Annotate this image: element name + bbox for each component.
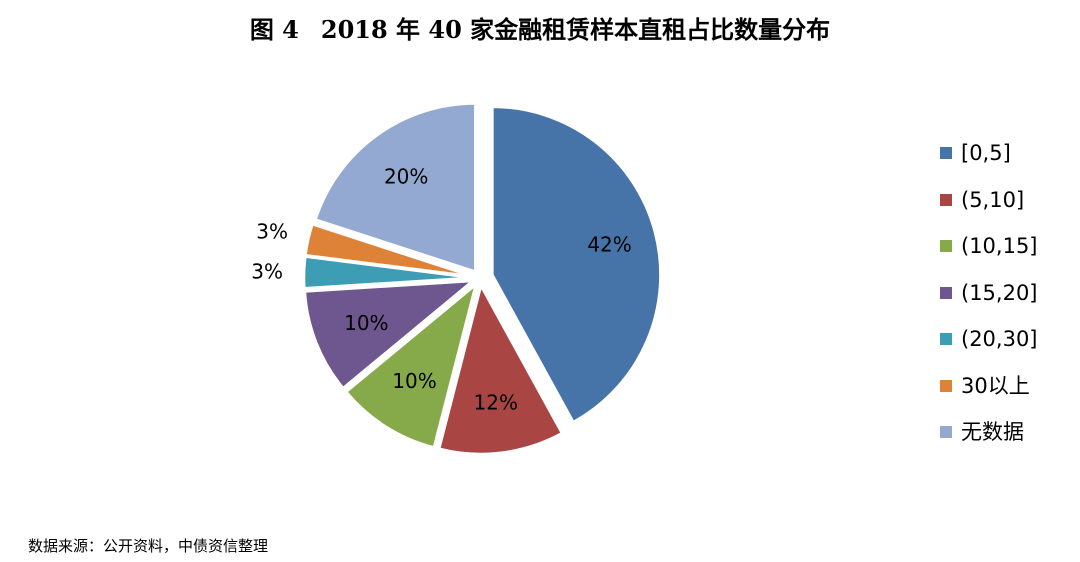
- pie-slice-3: [303, 279, 477, 390]
- legend-item-2: (10,15]: [940, 231, 1038, 261]
- slice-label-5: 3%: [256, 220, 288, 244]
- legend-swatch-4: [940, 333, 952, 345]
- title-text: 2018 年 40 家金融租赁样本直租占比数量分布: [320, 15, 831, 44]
- legend-item-0: [0,5]: [940, 138, 1038, 168]
- legend-swatch-5: [940, 379, 952, 392]
- slice-label-6: 20%: [384, 164, 428, 188]
- pie-slice-4: [302, 255, 473, 290]
- legend: [0,5] (5,10] (10,15] (15,20] (20,30] 30以上无数据: [940, 138, 1038, 464]
- pie-slice-0: [491, 105, 662, 424]
- legend-label-0: [0,5]: [961, 141, 1011, 165]
- pie-slice-1: [437, 282, 564, 456]
- legend-item-5: 30以上: [940, 371, 1038, 401]
- pie-slice-2: [344, 281, 478, 449]
- slice-label-1: 12%: [474, 391, 518, 415]
- slice-label-4: 3%: [251, 259, 283, 283]
- legend-item-3: (15,20]: [940, 278, 1038, 308]
- legend-label-4: (20,30]: [961, 327, 1038, 351]
- legend-swatch-0: [940, 147, 952, 159]
- pie-slice-labels: 42% 12% 10% 10% 3% 3% 20%: [251, 164, 632, 414]
- legend-item-4: (20,30]: [940, 324, 1038, 354]
- legend-swatch-6: [940, 426, 952, 438]
- chart-title: 图 4 2018 年 40 家金融租赁样本直租占比数量分布: [0, 14, 1080, 46]
- slice-label-0: 42%: [587, 233, 631, 257]
- pie-slice-5: [304, 222, 473, 278]
- figure-label: 图 4: [249, 15, 299, 44]
- legend-swatch-1: [940, 193, 952, 206]
- legend-swatch-2: [940, 240, 952, 252]
- legend-label-6: 无数据: [961, 420, 1024, 444]
- legend-item-1: (5,10]: [940, 185, 1038, 215]
- pie-slices: [302, 102, 662, 456]
- legend-item-6: 无数据: [940, 417, 1038, 447]
- legend-label-1: (5,10]: [961, 187, 1025, 212]
- slice-label-2: 10%: [392, 369, 436, 393]
- pie-slice-6: [313, 102, 477, 274]
- slice-label-3: 10%: [344, 311, 388, 335]
- source-note: 数据来源：公开资料，中债资信整理: [28, 537, 269, 555]
- legend-label-5: 30以上: [961, 373, 1030, 398]
- legend-label-3: (15,20]: [961, 280, 1038, 305]
- legend-swatch-3: [940, 286, 952, 299]
- legend-label-2: (10,15]: [961, 234, 1038, 258]
